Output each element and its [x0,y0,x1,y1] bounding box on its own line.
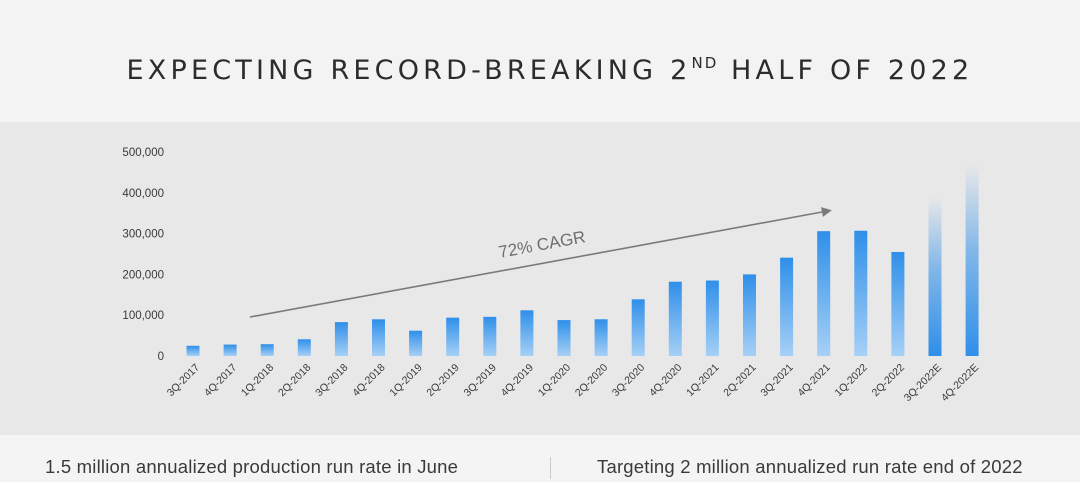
x-tick-label: 2Q-2022 [870,362,907,399]
bar [446,317,460,356]
bar [854,230,868,356]
x-tick-label: 3Q-2017 [165,362,202,399]
bar [186,345,200,356]
bar [372,319,385,356]
x-tick-label: 2Q-2018 [276,362,313,399]
bar-estimated [928,196,942,356]
x-tick-label: 4Q-2020 [647,362,684,399]
bar [483,316,497,356]
x-tick-label: 1Q-2022 [833,362,870,399]
x-tick-label: 2Q-2019 [424,362,461,399]
bar [631,299,645,356]
x-tick-label: 2Q-2020 [573,362,610,399]
chart-area: 0 100,000 200,000 300,000 400,000 500,000 3Q-… [0,122,1080,435]
x-tick-label: 4Q-2018 [350,362,387,399]
bar [260,344,274,356]
x-tick-label: 1Q-2019 [387,362,424,399]
x-tick-label: 3Q-2020 [610,362,647,399]
x-tick-label: 4Q-2019 [499,362,536,399]
bar [557,320,571,356]
x-tick-label: 1Q-2018 [239,362,276,399]
bar [743,274,756,356]
bars [186,164,979,356]
bar [668,281,682,356]
title-end: HALF OF 2022 [718,55,974,86]
bar [223,344,237,356]
bar [594,319,608,356]
y-axis: 0 100,000 200,000 300,000 400,000 500,000 [122,147,164,363]
x-tick-label: 4Q-2017 [202,362,239,399]
bar [334,322,348,356]
footer-right-text: Targeting 2 million annualized run rate … [597,456,1023,477]
x-tick-label: 3Q-2021 [758,362,795,399]
x-tick-label: 3Q-2019 [462,362,499,399]
bar [891,251,905,356]
y-tick-label: 300,000 [122,229,164,241]
bar [817,231,831,356]
cagr-arrow-line [249,211,823,318]
slide-title: EXPECTING RECORD-BREAKING 2ND HALF OF 20… [0,54,1080,86]
x-tick-label: 1Q-2020 [536,362,573,399]
y-tick-label: 0 [158,351,164,363]
x-tick-label: 4Q-2022E [939,362,981,404]
x-tick-label: 3Q-2022E [902,362,944,404]
footer: 1.5 million annualized production run ra… [0,435,1080,482]
cagr-arrow-head [821,207,832,217]
bar [520,310,534,356]
cagr-label: 72% CAGR [497,227,587,262]
bar [297,339,311,356]
x-axis: 3Q-2017 4Q-2017 1Q-2018 2Q-2018 3Q-2018 4Q-20… [165,362,981,404]
x-tick-label: 1Q-2021 [684,362,721,399]
x-tick-label: 2Q-2021 [721,362,758,399]
production-chart: 0 100,000 200,000 300,000 400,000 500,000 3Q-… [122,147,981,404]
title-main: EXPECTING RECORD-BREAKING 2 [126,55,692,86]
y-tick-label: 200,000 [122,269,164,281]
bar-estimated [965,164,979,356]
title-band: EXPECTING RECORD-BREAKING 2ND HALF OF 20… [0,0,1080,122]
title-superscript: ND [691,54,719,72]
footer-left-text: 1.5 million annualized production run ra… [45,456,459,477]
y-tick-label: 400,000 [122,188,164,200]
y-tick-label: 500,000 [122,147,164,159]
x-tick-label: 4Q-2021 [795,362,832,399]
footer-divider [550,457,551,479]
x-tick-label: 3Q-2018 [313,362,350,399]
bar [780,257,794,356]
bar [705,280,719,356]
bar [409,330,423,356]
y-tick-label: 100,000 [122,310,164,322]
